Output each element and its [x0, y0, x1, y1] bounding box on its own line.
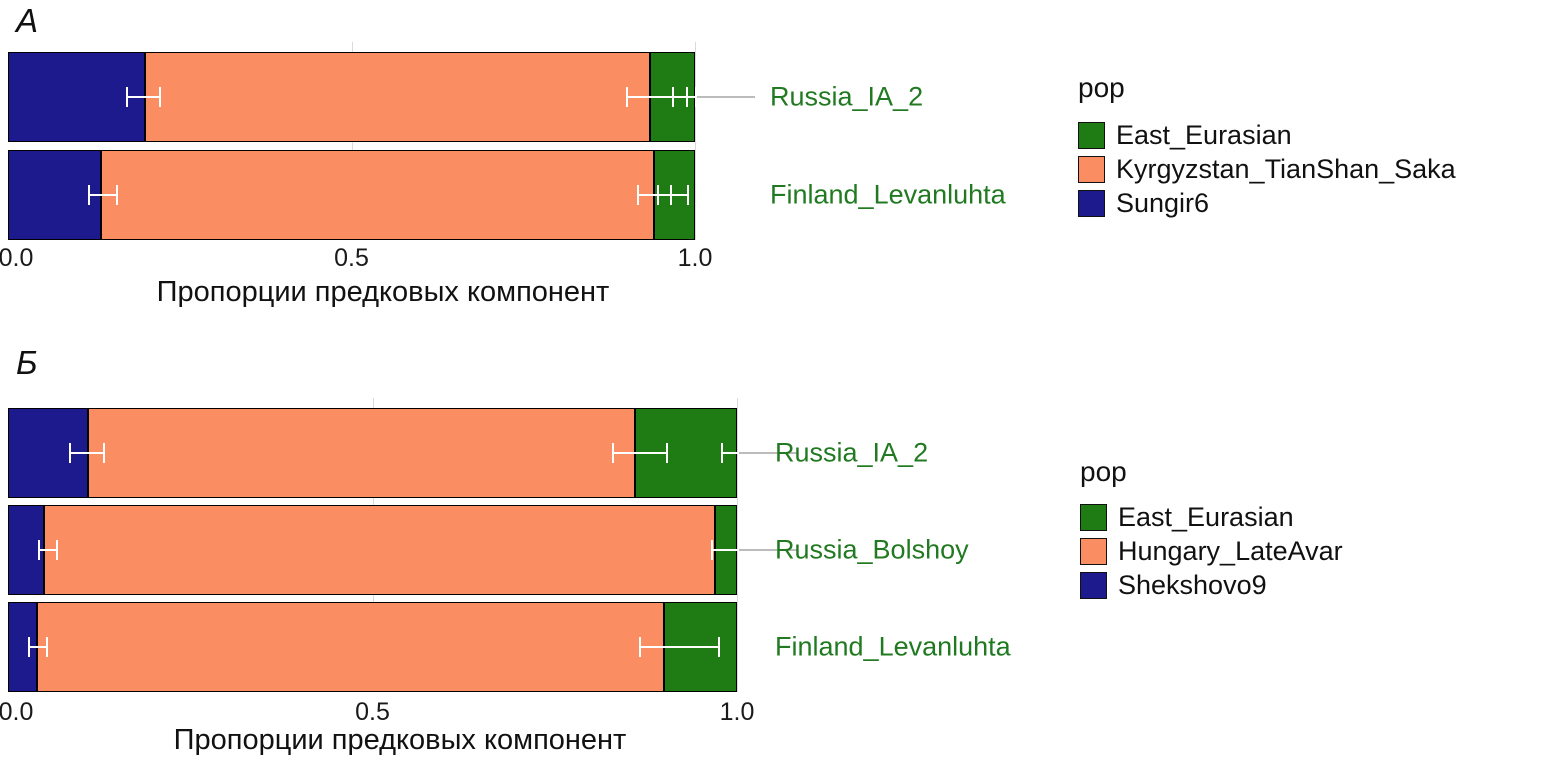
gridline — [695, 42, 696, 240]
legend-item-label: Shekshovo9 — [1118, 570, 1267, 600]
row-label: Russia_IA_2 — [775, 437, 929, 468]
error-bar — [612, 443, 668, 463]
legend-swatch — [1078, 156, 1105, 183]
row-label: Finland_Levanluhta — [775, 631, 1011, 662]
legend-item-label: East_Eurasian — [1116, 120, 1292, 150]
error-bar — [657, 185, 689, 205]
legend-item: East_Eurasian — [1080, 502, 1294, 533]
error-bar — [126, 87, 161, 107]
x-tick-label: 1.0 — [719, 698, 755, 726]
legend-item: Sungir6 — [1078, 188, 1209, 219]
legend-swatch — [1080, 538, 1107, 565]
legend-item-label: Sungir6 — [1116, 188, 1210, 218]
error-bar-tail — [739, 549, 797, 551]
error-bar — [672, 87, 698, 107]
stacked-bar — [8, 150, 695, 240]
stacked-bar — [8, 408, 743, 498]
panel-a-letter: А — [16, 2, 39, 39]
panel-b-x-axis-title: Пропорции предковых компонент — [173, 724, 627, 756]
legend-swatch — [1078, 122, 1105, 149]
x-tick-label: 0.0 — [0, 244, 34, 272]
x-tick-label: 0.5 — [334, 244, 369, 272]
bar-segment-sungir6 — [8, 150, 101, 240]
bar-segment-hungary_lateavar — [37, 602, 665, 692]
error-bar — [638, 637, 721, 657]
bar-segment-sungir6 — [8, 52, 146, 142]
error-bar-tail — [739, 452, 797, 454]
legend-item: Shekshovo9 — [1080, 570, 1267, 601]
bar-segment-hungary_lateavar — [44, 505, 716, 595]
panel-b-letter: Б — [16, 344, 38, 381]
legend-item-label: East_Eurasian — [1118, 502, 1294, 532]
bar-segment-hungary_lateavar — [88, 408, 635, 498]
legend-item: East_Eurasian — [1078, 120, 1292, 151]
bar-segment-kyrgyzstan_tianshan_saka — [100, 150, 654, 240]
legend-swatch — [1080, 504, 1107, 531]
x-tick-label: 0.0 — [0, 698, 34, 726]
panel-a-legend-title: pop — [1078, 72, 1125, 103]
error-bar — [37, 540, 59, 560]
gridline — [737, 398, 738, 692]
legend-item-label: Kyrgyzstan_TianShan_Saka — [1116, 154, 1456, 184]
row-label: Russia_Bolshoy — [775, 534, 969, 565]
bar-segment-kyrgyzstan_tianshan_saka — [145, 52, 651, 142]
legend-swatch — [1080, 572, 1107, 599]
legend-item: Kyrgyzstan_TianShan_Saka — [1078, 154, 1456, 185]
stacked-bar — [8, 602, 737, 692]
row-label: Finland_Levanluhta — [770, 179, 1006, 210]
error-bar — [27, 637, 49, 657]
error-bar — [87, 185, 118, 205]
legend-swatch — [1078, 190, 1105, 217]
panel-b-legend-title: pop — [1080, 456, 1127, 487]
stacked-bar — [8, 505, 746, 595]
error-bar — [68, 443, 105, 463]
x-tick-label: 0.5 — [355, 698, 390, 726]
legend-item: Hungary_LateAvar — [1080, 536, 1343, 567]
legend-item-label: Hungary_LateAvar — [1118, 536, 1343, 566]
panel-a-x-axis-title: Пропорции предковых компонент — [156, 276, 610, 308]
row-label: Russia_IA_2 — [770, 81, 924, 112]
stacked-bar — [8, 52, 698, 142]
x-tick-label: 1.0 — [677, 244, 713, 272]
error-bar-tail — [697, 96, 755, 98]
